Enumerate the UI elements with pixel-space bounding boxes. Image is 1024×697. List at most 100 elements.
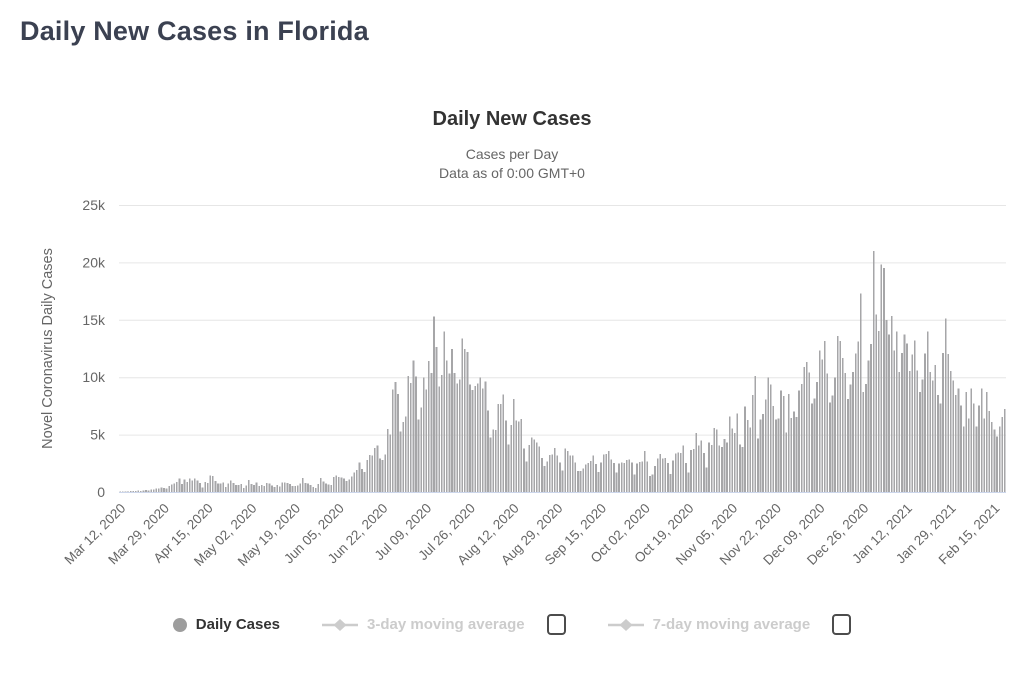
bar [715,429,718,492]
legend-item-3-day-moving-average[interactable]: 3-day moving average [322,614,566,635]
bar [1001,416,1004,492]
bar [330,484,332,492]
bar [970,388,973,492]
bar [122,491,124,492]
bar [535,442,538,492]
bar [386,428,389,492]
bar [885,320,888,492]
bar [947,353,950,492]
bar [471,389,474,492]
bars-daily-cases [119,250,1006,492]
bar [499,403,502,492]
bar [163,488,165,492]
bar [703,453,705,492]
bar [749,427,752,492]
bar [281,482,284,492]
bar [739,444,741,492]
bar [402,422,404,492]
bar [962,426,965,492]
bar [625,459,628,492]
bar [767,377,770,492]
bar [823,341,826,492]
bar [533,439,536,492]
bar [1003,408,1006,492]
bar [353,472,356,492]
bar [728,416,731,492]
bar [708,442,710,492]
bar [304,483,307,492]
legend-label: 3-day moving average [367,616,525,633]
bar [988,411,991,492]
legend-item-daily-cases[interactable]: Daily Cases [172,616,280,633]
bar [893,350,896,492]
bar [158,488,160,492]
bar [127,491,129,492]
bar [327,484,330,492]
bar [523,448,525,492]
bar [818,350,821,492]
bar [865,384,867,492]
bar [332,476,335,492]
bar [782,395,785,492]
bar [487,410,489,492]
bar [723,438,726,492]
bar [672,460,674,492]
bar [530,437,533,492]
bar [384,454,386,492]
bar [145,490,147,492]
bar [412,360,415,492]
bar [777,418,780,492]
bar [273,487,276,492]
legend-checkbox[interactable] [546,614,566,635]
bar [821,359,824,492]
bar [196,480,199,492]
bar [631,462,633,492]
bar [574,462,577,492]
bar [906,343,908,492]
bar [741,446,744,492]
bar [188,478,191,492]
bar [813,398,816,492]
bar [214,480,217,492]
bar [628,459,631,492]
bar [260,484,263,492]
bar [991,422,993,492]
bar [638,461,641,492]
bar [769,384,772,492]
bar [170,484,173,492]
bar [253,484,255,492]
bar [600,462,602,492]
bar [397,394,399,492]
bar [669,474,672,492]
bar [345,480,348,492]
bar [944,318,947,492]
legend-checkbox[interactable] [832,614,852,635]
bar [610,459,613,492]
bar [291,486,294,492]
bar [314,487,317,492]
bar [931,380,934,492]
bar [659,454,662,492]
bar [605,454,608,492]
bar [186,481,189,492]
bar [571,455,574,492]
bar [890,315,893,492]
legend-item-7-day-moving-average[interactable]: 7-day moving average [607,614,852,635]
bar [160,487,163,492]
bar [335,475,338,492]
bar [877,330,880,492]
bar [785,432,788,492]
bar [433,316,435,492]
bar [584,464,587,492]
bar [309,484,312,492]
bar [867,360,870,492]
y-axis-title: Novel Coronavirus Daily Cases [40,248,56,449]
bar [219,483,222,492]
bar [417,419,420,492]
bar [643,450,646,492]
bar [548,455,551,492]
bar [955,395,957,492]
bar [507,444,510,492]
bar [394,381,397,492]
bar [348,479,350,492]
